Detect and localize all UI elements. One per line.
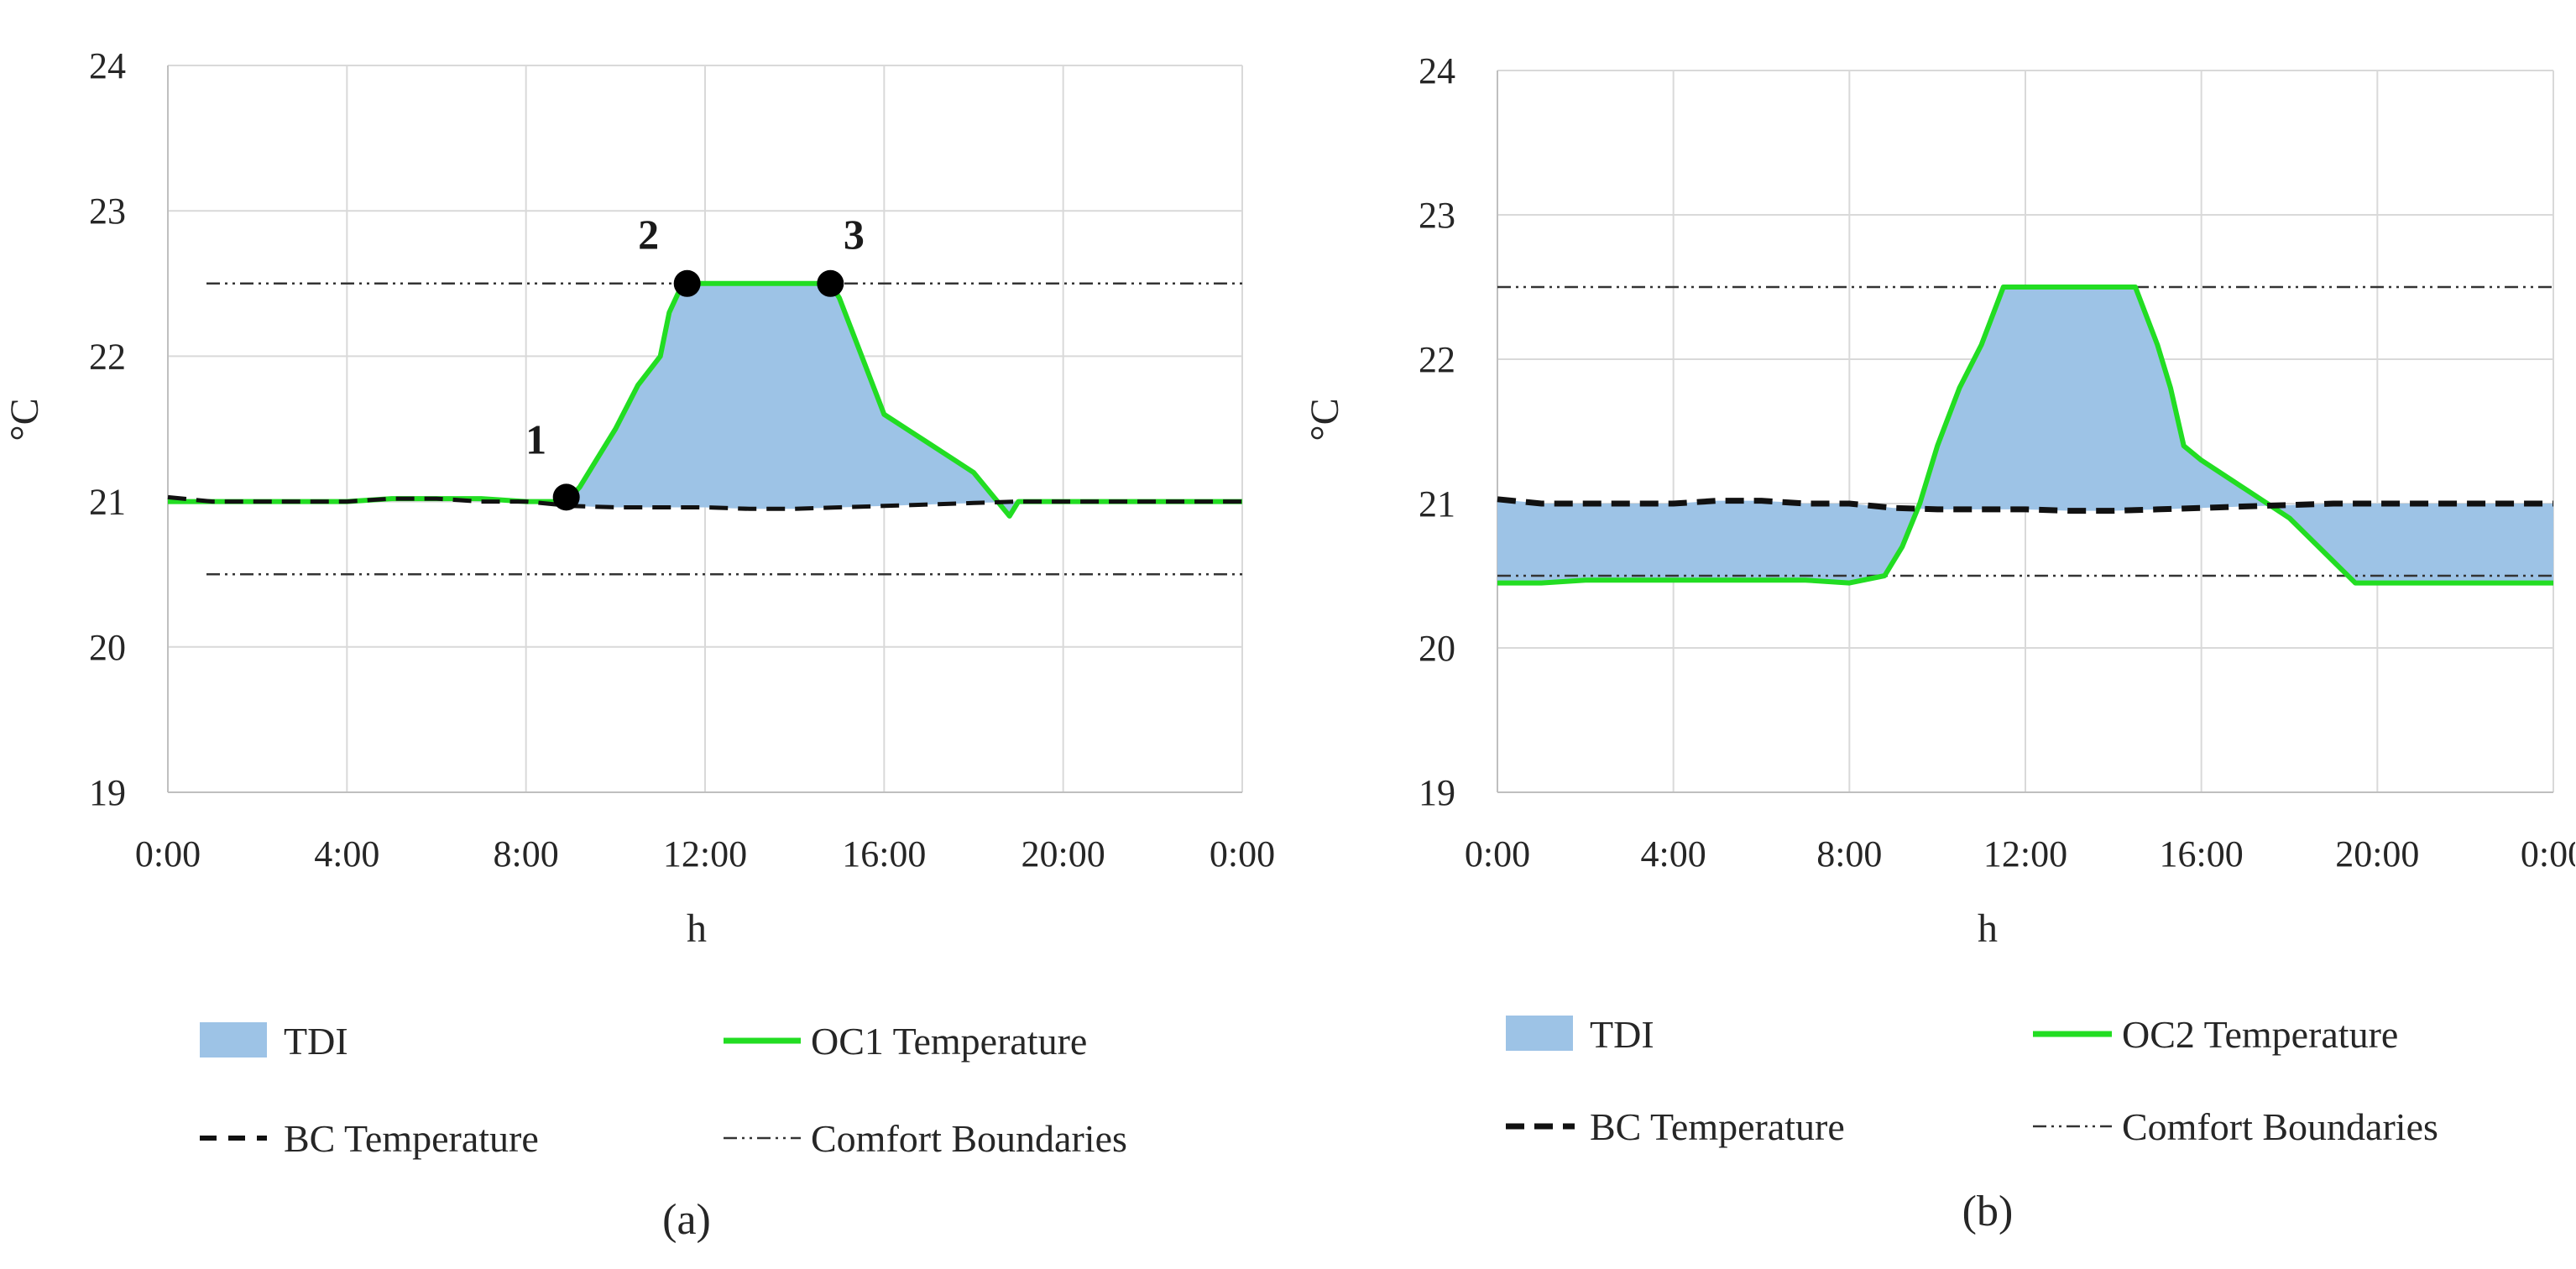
y-tick-label: 19 <box>89 772 126 813</box>
chart-b-svg: 19 20 21 22 23 24 0:00 4:00 8:00 12:00 16:00 20:00 0… <box>1303 50 2575 1235</box>
legend-label-comfort: Comfort Boundaries <box>2122 1105 2438 1148</box>
annotation-label: 3 <box>844 211 865 258</box>
tdi-area-layer <box>1497 287 2553 583</box>
tdi-area-layer <box>168 283 1242 516</box>
legend: TDI OC2 Temperature BC Temperature Comfo… <box>1506 1013 2438 1148</box>
x-tick-label: 0:00 <box>135 833 201 875</box>
legend-label-bc: BC Temperature <box>284 1117 539 1160</box>
chart-panel-b: 19 20 21 22 23 24 0:00 4:00 8:00 12:00 16:00 20:00 0… <box>1288 0 2575 1269</box>
tdi-area <box>168 283 1242 516</box>
oc-temperature-line <box>1497 285 2553 586</box>
y-tick-label: 24 <box>1419 50 1455 91</box>
annotation-layer: 1 2 3 <box>525 211 865 511</box>
annotation-point <box>552 483 580 511</box>
legend-label-tdi: TDI <box>284 1020 348 1063</box>
y-tick-label: 21 <box>89 482 126 523</box>
x-tick-label: 20:00 <box>1022 833 1105 875</box>
annotation-label: 2 <box>638 211 659 258</box>
annotation-label: 1 <box>525 415 546 462</box>
x-tick-label: 4:00 <box>314 833 379 875</box>
x-tick-label: 12:00 <box>1983 833 2067 875</box>
y-tick-label: 20 <box>89 627 126 668</box>
legend-label-bc: BC Temperature <box>1590 1105 1845 1148</box>
x-tick-label: 8:00 <box>1816 833 1882 875</box>
x-tick-label: 20:00 <box>2335 833 2419 875</box>
panel-caption: (a) <box>662 1196 711 1244</box>
annotation-point <box>673 269 701 297</box>
legend-swatch-tdi <box>200 1022 267 1058</box>
y-tick-label: 21 <box>1419 483 1455 525</box>
y-tick-label: 23 <box>89 191 126 232</box>
x-tick-label: 0:00 <box>2521 833 2575 875</box>
x-tick-label: 4:00 <box>1641 833 1706 875</box>
x-axis-title: h <box>687 906 707 951</box>
x-tick-label: 12:00 <box>663 833 747 875</box>
bc-temperature-line <box>167 494 1242 511</box>
legend-label-oc: OC1 Temperature <box>811 1020 1087 1063</box>
series-line-layer <box>1497 285 2553 586</box>
y-tick-label: 22 <box>1419 339 1455 380</box>
x-tick-label: 16:00 <box>2160 833 2244 875</box>
tdi-area <box>1497 287 2553 583</box>
y-tick-label: 23 <box>1419 195 1455 236</box>
x-tick-label: 16:00 <box>842 833 926 875</box>
x-tick-label: 0:00 <box>1465 833 1530 875</box>
panel-caption: (b) <box>1962 1188 2014 1235</box>
chart-panel-a: 19 20 21 22 23 24 0:00 4:00 8:00 12:00 16:00 20:00 0… <box>3 45 1275 1244</box>
y-tick-label: 20 <box>1419 628 1455 669</box>
legend-label-comfort: Comfort Boundaries <box>811 1117 1127 1160</box>
annotation-point <box>817 269 844 297</box>
y-tick-label: 22 <box>89 336 126 377</box>
x-tick-label: 8:00 <box>494 833 559 875</box>
bc-temperature-line <box>1497 496 2553 514</box>
y-axis-title: °C <box>3 398 47 441</box>
y-tick-label: 19 <box>1419 772 1455 813</box>
y-axis-title: °C <box>1303 398 1347 441</box>
x-tick-label: 0:00 <box>1210 833 1275 875</box>
legend: TDI OC1 Temperature BC Temperature Comfo… <box>200 1020 1127 1160</box>
legend-label-tdi: TDI <box>1590 1013 1654 1056</box>
legend-label-oc: OC2 Temperature <box>2122 1013 2398 1056</box>
legend-swatch-tdi <box>1506 1016 1573 1051</box>
grid-layer: 19 20 21 22 23 24 0:00 4:00 8:00 12:00 16:00 20:00 0… <box>1419 50 2575 875</box>
x-axis-title: h <box>1978 906 1998 951</box>
y-tick-label: 24 <box>89 45 126 86</box>
